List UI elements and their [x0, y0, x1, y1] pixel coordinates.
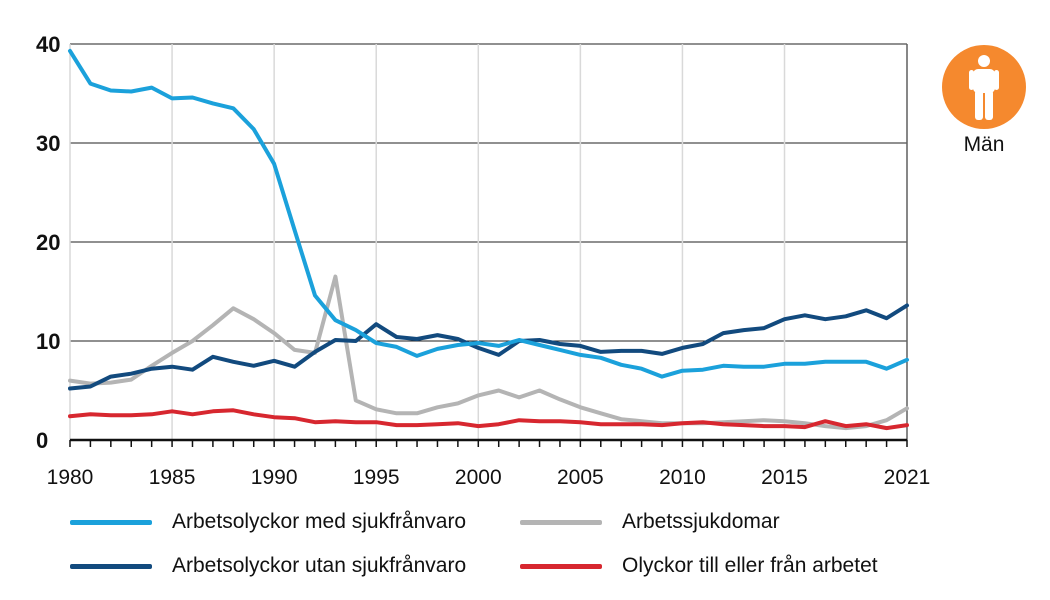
- x-tick-label: 2005: [557, 466, 604, 489]
- legend-item: Arbetsolyckor med sjukfrånvaro: [70, 510, 466, 534]
- grid-lines: [69, 43, 908, 447]
- x-tick-label: 2015: [761, 466, 808, 489]
- legend-label: Olyckor till eller från arbetet: [622, 554, 878, 577]
- male-person-icon: [969, 55, 999, 120]
- legend-swatch: [70, 519, 152, 525]
- x-axis-ticks: 1980 1985 1990 1995 2000 2005 2010 2015 2021: [47, 466, 931, 489]
- y-axis-ticks: 0 10 20 30 40: [36, 32, 60, 453]
- legend-label: Arbetssjukdomar: [622, 510, 780, 533]
- badge-label: Män: [963, 133, 1005, 156]
- series-line-sjuk: [68, 274, 909, 431]
- x-tick-label: 1985: [149, 466, 196, 489]
- series-line-utan: [68, 303, 909, 391]
- legend-label: Arbetsolyckor utan sjukfrånvaro: [172, 554, 467, 577]
- series-lines: [68, 48, 909, 431]
- badge-circle: [942, 45, 1026, 129]
- series-line-olyckor: [68, 408, 909, 431]
- line-chart: 0 10 20 30 40 1980 1985 1990 1995 2000 2005 2010 20…: [36, 32, 931, 489]
- legend-swatch: [70, 563, 152, 569]
- y-tick-label: 0: [36, 428, 48, 453]
- y-tick-label: 10: [36, 329, 60, 354]
- x-tick-label: 2010: [659, 466, 706, 489]
- legend-item: Olyckor till eller från arbetet: [520, 554, 878, 578]
- legend-swatch: [520, 519, 602, 525]
- x-tick-label: 1990: [251, 466, 298, 489]
- x-tick-label: 2021: [884, 466, 931, 489]
- x-tick-label: 1995: [353, 466, 400, 489]
- legend-item: Arbetssjukdomar: [520, 510, 780, 534]
- series-line-med: [68, 48, 909, 379]
- x-tick-label: 2000: [455, 466, 502, 489]
- legend-item: Arbetsolyckor utan sjukfrånvaro: [70, 554, 466, 578]
- x-tick-label: 1980: [47, 466, 94, 489]
- y-tick-label: 20: [36, 230, 60, 255]
- legend-swatch: [520, 563, 602, 569]
- legend-label: Arbetsolyckor med sjukfrånvaro: [172, 510, 467, 533]
- y-tick-label: 30: [36, 131, 60, 156]
- y-tick-label: 40: [36, 32, 60, 57]
